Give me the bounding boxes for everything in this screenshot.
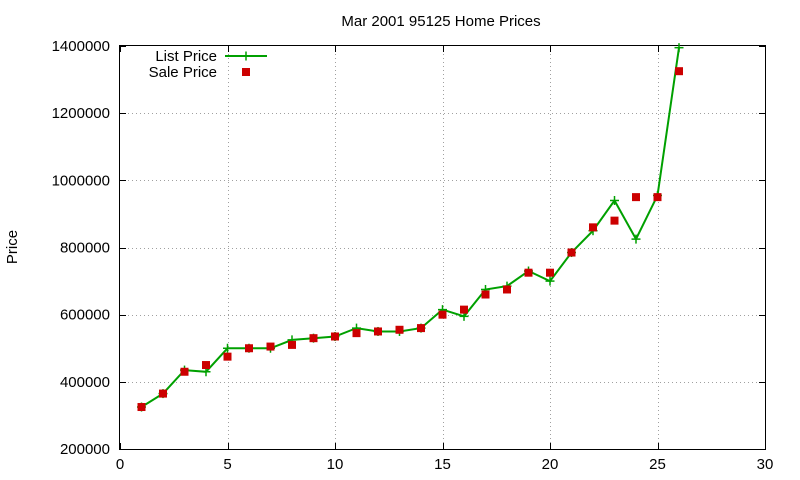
plot-frame: [119, 45, 766, 450]
sale-price-point: [417, 324, 425, 333]
sale-price-point: [245, 344, 253, 353]
y-tick-label: 200000: [60, 441, 110, 458]
sale-price-point: [137, 403, 146, 412]
list-price-point: [631, 234, 641, 244]
sale-price-point: [266, 342, 275, 351]
x-tick-label: 25: [649, 456, 666, 473]
x-tick-label: 20: [542, 456, 559, 473]
sale-price-point: [202, 361, 210, 370]
sale-price-point: [610, 216, 619, 225]
sale-price-point: [395, 325, 404, 334]
sale-price-point: [309, 334, 318, 343]
list-price-point: [223, 343, 232, 353]
x-tick-label: 30: [757, 456, 774, 473]
gridlines: [120, 46, 765, 449]
sale-price-point: [524, 268, 533, 277]
sale-price-point: [159, 389, 167, 398]
sale-price-point: [546, 268, 554, 277]
sale-price-point: [438, 310, 447, 319]
sale-price-point: [567, 248, 576, 257]
x-tick-label: 0: [116, 456, 124, 473]
sale-price-point: [288, 340, 296, 349]
list-price-point: [545, 276, 555, 286]
sale-price-point: [352, 329, 361, 338]
sale-price-point: [180, 367, 189, 376]
sale-price-point: [503, 285, 511, 294]
y-tick-label: 1000000: [52, 172, 110, 189]
y-tick-label: 1200000: [52, 105, 110, 122]
x-tick-label: 10: [327, 456, 344, 473]
chart-title: Mar 2001 95125 Home Prices: [341, 13, 540, 30]
sale-price-point: [481, 290, 490, 299]
y-tick-label: 1400000: [52, 38, 110, 55]
x-tick-label: 15: [434, 456, 451, 473]
legend-marker-sale-price: [242, 68, 250, 76]
sale-price-point: [460, 305, 468, 314]
sale-price-point: [374, 327, 382, 336]
sale-price-point: [589, 223, 597, 232]
y-tick-label: 600000: [60, 307, 110, 324]
axis-ticks: 0 5 10 15 20 25 30 200000 400000 600000 800000 1000…: [52, 38, 774, 473]
sale-price-point: [223, 352, 232, 361]
sale-price-point: [653, 193, 662, 202]
list-price-point: [610, 195, 619, 205]
legend-label-sale-price: Sale Price: [149, 64, 217, 81]
sale-price-point: [675, 67, 683, 76]
x-tick-label: 5: [223, 456, 231, 473]
y-tick-label: 400000: [60, 374, 110, 391]
y-axis-title: Price: [4, 230, 21, 264]
list-price-point: [674, 43, 684, 53]
sale-price-point: [331, 332, 339, 341]
list-price-line: [140, 47, 680, 408]
series-layer: [137, 43, 684, 412]
y-tick-label: 800000: [60, 240, 110, 257]
legend-label-list-price: List Price: [155, 48, 217, 65]
sale-price-point: [632, 193, 640, 202]
